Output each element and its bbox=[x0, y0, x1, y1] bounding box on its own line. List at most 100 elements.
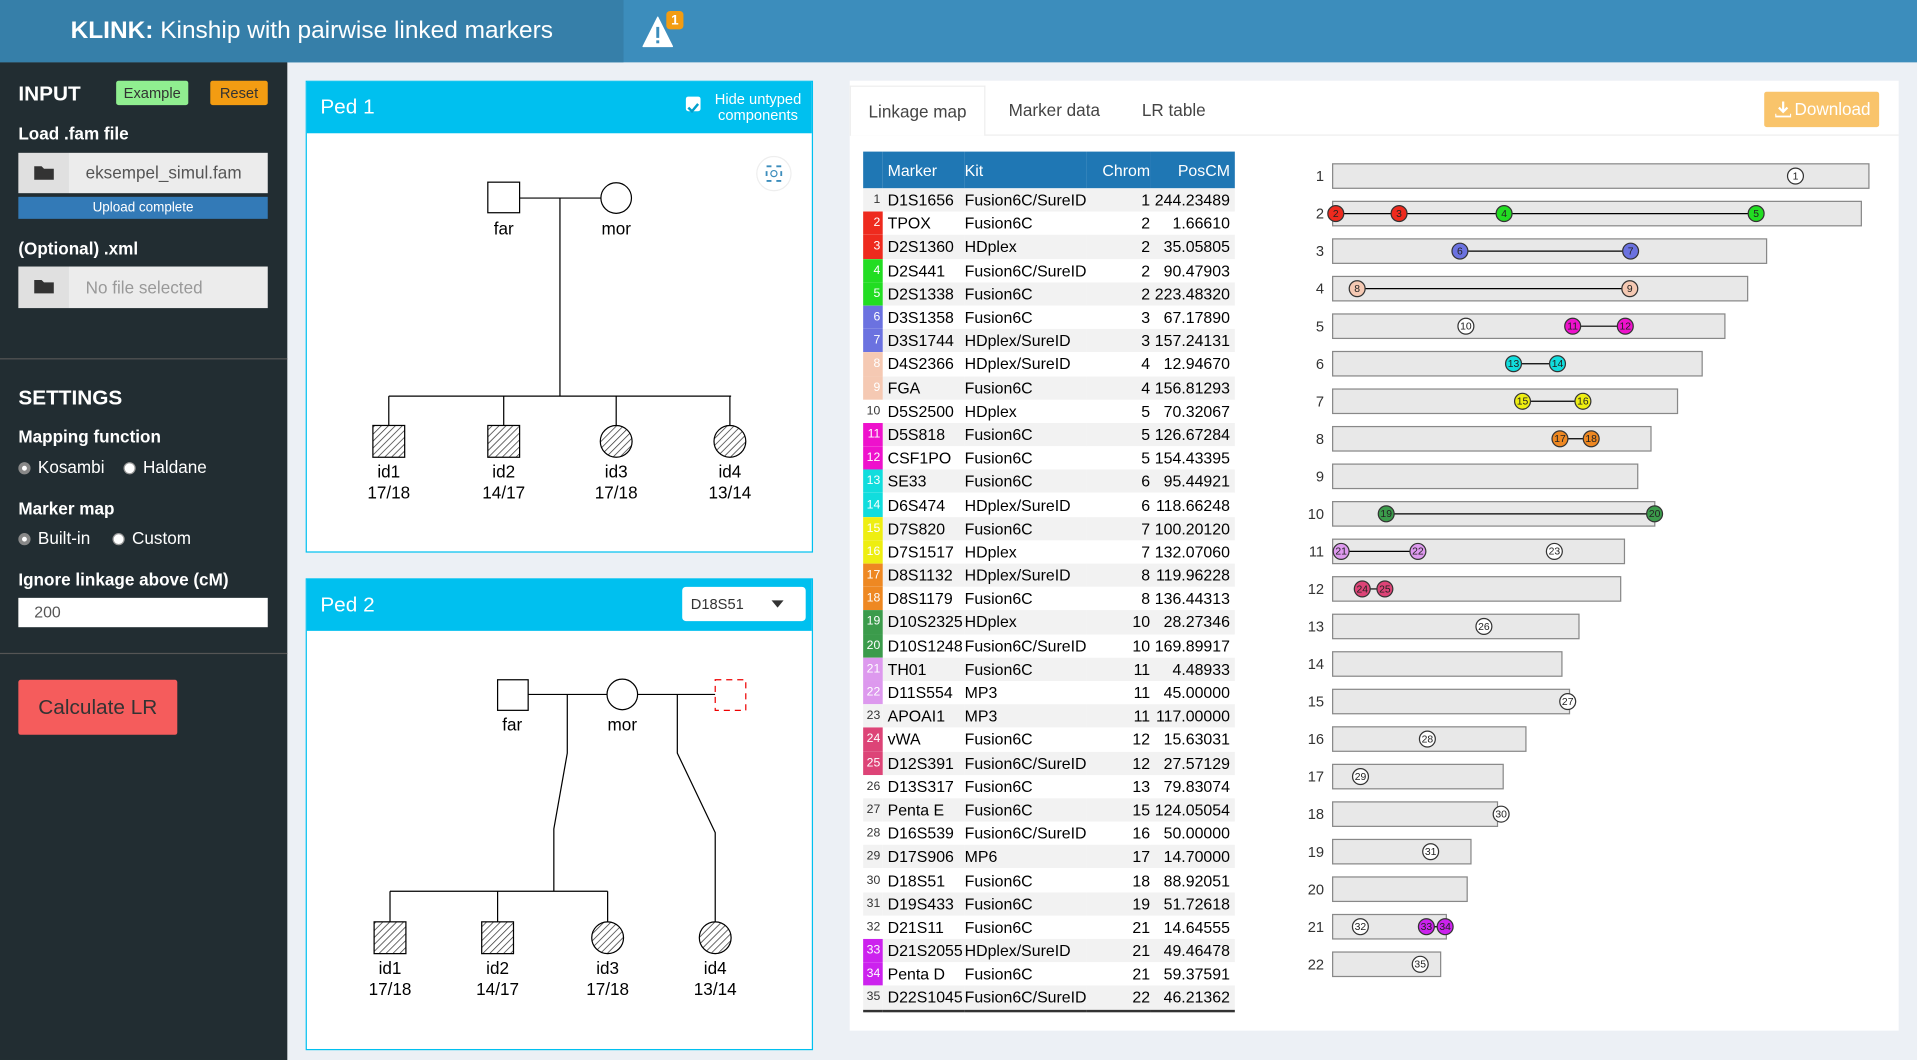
chromosome-bar bbox=[1333, 314, 1725, 338]
marker-dot-label: 6 bbox=[1457, 246, 1463, 257]
chromosome-label: 14 bbox=[1308, 657, 1324, 673]
individual-label: mor bbox=[601, 219, 631, 238]
chromosome-label: 5 bbox=[1316, 319, 1324, 335]
marker-dot-label: 16 bbox=[1577, 397, 1589, 408]
marker-dot-label: 33 bbox=[1421, 922, 1433, 933]
browse-button[interactable] bbox=[18, 267, 68, 309]
chromosome-label: 12 bbox=[1308, 582, 1324, 598]
marker-dot-label: 10 bbox=[1460, 322, 1472, 333]
check bbox=[686, 100, 701, 115]
checkbox[interactable] bbox=[686, 97, 701, 112]
individual-label: far bbox=[502, 716, 522, 735]
marker-dot-label: 5 bbox=[1753, 209, 1759, 220]
marker-dot-label: 8 bbox=[1354, 284, 1360, 295]
pedigree-lines bbox=[390, 694, 715, 921]
chromosome-label: 16 bbox=[1308, 732, 1324, 748]
chromosome-bar bbox=[1333, 427, 1651, 451]
marker-dot-label: 17 bbox=[1554, 434, 1566, 445]
individual-label: far bbox=[494, 219, 514, 238]
marker-dot-label: 1 bbox=[1793, 171, 1799, 182]
male-founder bbox=[498, 680, 529, 711]
chromosome-label: 10 bbox=[1308, 507, 1324, 523]
folder-icon bbox=[18, 153, 68, 193]
female-child bbox=[699, 922, 731, 954]
marker-dot-label: 23 bbox=[1549, 547, 1561, 558]
radio bbox=[112, 533, 124, 545]
radio-option[interactable]: Haldane bbox=[123, 457, 206, 477]
app-title: KLINK: Kinship with pairwise linked mark… bbox=[0, 0, 624, 62]
female-child bbox=[714, 425, 746, 457]
chromosome-label: 7 bbox=[1316, 394, 1324, 410]
dropdown-value: D18S51 bbox=[691, 595, 744, 612]
alert-icon[interactable]: 1 bbox=[641, 10, 690, 54]
marker-dot-label: 7 bbox=[1628, 246, 1634, 257]
marker-dot-label: 35 bbox=[1414, 960, 1426, 971]
marker-dot-label: 9 bbox=[1627, 284, 1633, 295]
marker-dot-label: 31 bbox=[1425, 847, 1437, 858]
calculate-button[interactable]: Calculate LR bbox=[18, 680, 177, 735]
radio-option[interactable]: Built-in bbox=[18, 528, 90, 548]
untyped-male bbox=[715, 680, 746, 711]
marker-dot-label: 2 bbox=[1333, 209, 1339, 220]
marker-dot-label: 26 bbox=[1478, 622, 1490, 633]
linkage-map: 1234567891011121314151617181920212212345… bbox=[850, 81, 1899, 1031]
marker-dropdown[interactable]: D18S51 bbox=[682, 587, 805, 621]
title-bold: KLINK: bbox=[71, 17, 154, 44]
ped2-title: Ped 2 bbox=[320, 593, 374, 617]
marker-dot-label: 28 bbox=[1422, 734, 1434, 745]
check-mark bbox=[688, 104, 698, 111]
male-child bbox=[374, 922, 406, 954]
screenshot-button[interactable] bbox=[757, 156, 791, 190]
chromosome-label: 11 bbox=[1309, 544, 1324, 560]
marker-dot-label: 29 bbox=[1355, 772, 1367, 783]
alert-count: 1 bbox=[671, 12, 679, 27]
reset-button[interactable]: Reset bbox=[210, 81, 267, 105]
pedigree-2: far mor id1 17/18 id2 14/17 id3 17/18 id… bbox=[307, 631, 812, 1049]
marker-dot-label: 14 bbox=[1552, 359, 1564, 370]
sidebar: INPUT Example Reset Load .fam file eksem… bbox=[0, 62, 287, 1060]
input-heading: INPUT bbox=[18, 82, 80, 106]
ignore-input[interactable]: 200 bbox=[18, 598, 267, 627]
chromosome-label: 15 bbox=[1308, 695, 1324, 711]
example-button[interactable]: Example bbox=[116, 81, 188, 105]
folder-icon bbox=[18, 267, 68, 309]
results-panel: Linkage map Marker data LR table Downloa… bbox=[850, 81, 1899, 1031]
chromosome-bar bbox=[1333, 652, 1562, 676]
hide-untyped-label: Hide untyped components bbox=[710, 92, 805, 124]
ped1-header: Ped 1 Hide untyped components bbox=[307, 82, 812, 133]
chromosome-label: 18 bbox=[1308, 807, 1324, 823]
radio bbox=[18, 533, 30, 545]
genotype: 13/14 bbox=[694, 980, 737, 999]
individual-label: id1 bbox=[377, 463, 400, 482]
chromosome-label: 1 bbox=[1316, 169, 1324, 185]
marker-dot-label: 20 bbox=[1649, 509, 1661, 520]
chromosome-label: 21 bbox=[1308, 920, 1324, 936]
pedigree-1: far mor id1 17/18 id2 14/17 id3 17/18 id… bbox=[307, 133, 812, 551]
marker-dot-label: 32 bbox=[1355, 922, 1367, 933]
chromosome-label: 13 bbox=[1308, 620, 1324, 636]
individual-label: id4 bbox=[718, 463, 741, 482]
genotype: 17/18 bbox=[586, 980, 629, 999]
radio bbox=[123, 463, 135, 475]
genotype: 17/18 bbox=[367, 483, 410, 502]
marker-dot-label: 27 bbox=[1562, 697, 1574, 708]
radio-label: Custom bbox=[132, 528, 191, 548]
browse-button[interactable] bbox=[18, 153, 68, 193]
genotype: 17/18 bbox=[595, 483, 638, 502]
radio-option[interactable]: Custom bbox=[112, 528, 191, 548]
marker-dot-label: 3 bbox=[1396, 209, 1402, 220]
individual-label: id1 bbox=[379, 959, 402, 978]
alert-dot bbox=[656, 40, 659, 43]
marker-dot-label: 19 bbox=[1380, 509, 1392, 520]
marker-dot-label: 18 bbox=[1585, 434, 1597, 445]
caret bbox=[771, 600, 783, 607]
chromosome-label: 6 bbox=[1316, 357, 1324, 373]
chromosome-bar bbox=[1333, 877, 1468, 901]
ped2-panel: Ped 2 D18S51 far mor id1 17/18 bbox=[306, 578, 813, 1050]
divider bbox=[0, 653, 287, 654]
radio-option[interactable]: Kosambi bbox=[18, 457, 104, 477]
radio-label: Built-in bbox=[38, 528, 90, 548]
male-founder bbox=[488, 182, 520, 213]
chromosome-label: 8 bbox=[1316, 432, 1324, 448]
